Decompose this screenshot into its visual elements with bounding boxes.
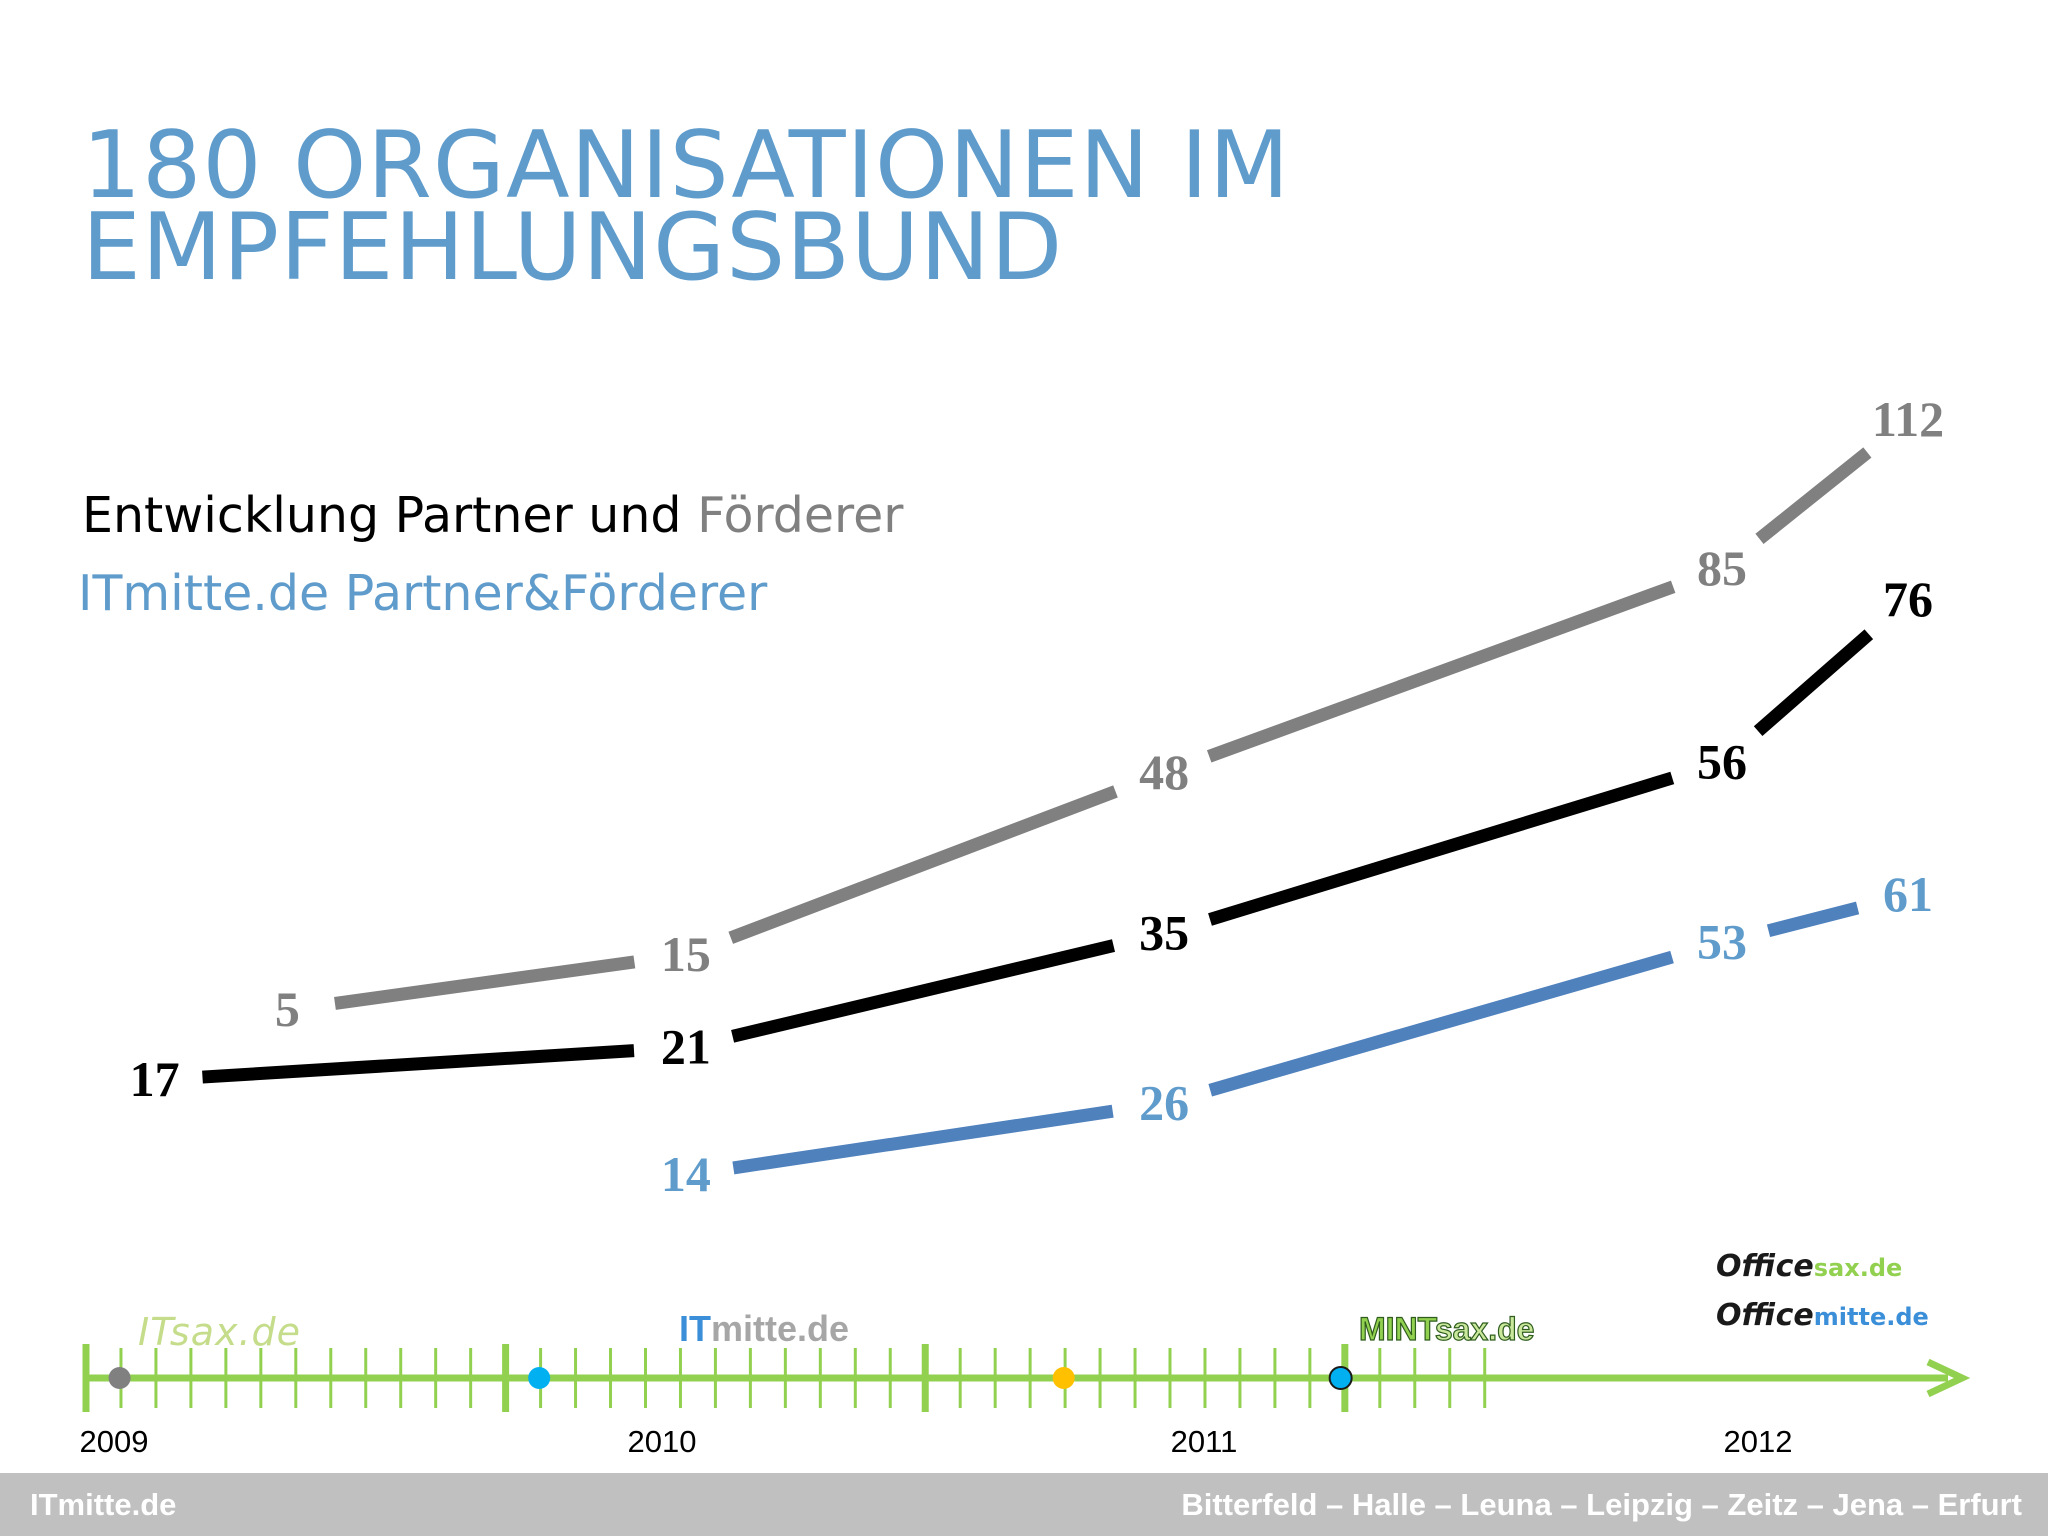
series-segment	[334, 955, 636, 1010]
logo-officesax-rest: sax.de	[1814, 1254, 1903, 1282]
data-label: 53	[1697, 914, 1747, 970]
logo-itmitte-it: IT	[679, 1308, 711, 1349]
footer-locations: Bitterfeld – Halle – Leuna – Leipzig – Z…	[1181, 1487, 2022, 1522]
slide-title-line2: EMPFEHLUNGSBUND	[82, 193, 1064, 301]
data-label: 17	[130, 1051, 180, 1107]
footer-bar: ITmitte.de Bitterfeld – Halle – Leuna – …	[0, 1473, 2048, 1536]
series-segment	[202, 1044, 635, 1084]
data-label: 21	[661, 1018, 711, 1074]
series-segment	[1208, 771, 1675, 926]
series-segment	[728, 785, 1118, 944]
series-partner: 17 21 35 56 76	[130, 571, 1933, 1107]
logo-officemitte-rest: mitte.de	[1814, 1303, 1929, 1331]
series-itmitte-de-partner-f-rderer: 14 26 53 61	[661, 866, 1933, 1202]
series-segment	[1206, 580, 1676, 763]
chart-heading: Entwicklung Partner und Förderer	[82, 487, 903, 544]
timeline-milestone-dot	[1328, 1366, 1353, 1390]
series-segment	[731, 939, 1116, 1043]
data-label: 35	[1139, 905, 1189, 961]
timeline-arrow	[1926, 1358, 1971, 1398]
series-segment	[1753, 629, 1874, 736]
timeline-year-label: 2010	[628, 1424, 697, 1459]
chart-heading-text: Entwicklung Partner und	[82, 487, 698, 544]
logo-mintsax-mint: MINT	[1359, 1311, 1438, 1347]
timeline-year-label: 2009	[80, 1424, 149, 1459]
timeline-milestone-dot	[528, 1367, 551, 1389]
logo-officesax-office: Office	[1716, 1249, 1814, 1284]
chart-heading-foerderer: Förderer	[697, 487, 904, 544]
data-label: 15	[661, 926, 711, 982]
timeline-year-label: 2012	[1724, 1424, 1793, 1459]
series-segment	[732, 1104, 1114, 1175]
data-label: 112	[1872, 391, 1944, 447]
timeline-logos: ITsax.de ITmitte.de MINTsax.de Officesax…	[138, 1249, 1929, 1354]
timeline-ticks: 2009 2010 2011 2012	[80, 1344, 1971, 1459]
data-label: 26	[1139, 1075, 1189, 1131]
slide-title-line1: 180 ORGANISATIONEN IM	[82, 111, 1291, 219]
slide-title: 180 ORGANISATIONEN IM EMPFEHLUNGSBUND	[82, 111, 1482, 301]
timeline-year-label: 2011	[1171, 1424, 1238, 1459]
logo-mintsax-rest: sax.de	[1435, 1311, 1535, 1347]
data-label: 56	[1697, 734, 1747, 790]
series-layer: 5 15 48 85 112 17 21 35 56 76 14 26 53 61	[130, 391, 1945, 1202]
timeline: 2009 2010 2011 2012 ITsax.de ITmitte.de MIN…	[80, 1249, 1971, 1459]
logo-officemitte-office: Office	[1716, 1298, 1814, 1333]
logo-officemitte: Officemitte.de	[1716, 1298, 1929, 1333]
series-segment	[1766, 901, 1860, 938]
series-segment	[1208, 950, 1674, 1097]
data-label: 14	[661, 1146, 711, 1202]
data-label: 76	[1883, 571, 1933, 627]
logo-itmitte: ITmitte.de	[679, 1308, 849, 1349]
data-label: 48	[1139, 744, 1189, 800]
footer-brand: ITmitte.de	[30, 1487, 177, 1522]
data-label: 85	[1697, 540, 1747, 596]
line-chart: 5 15 48 85 112 17 21 35 56 76 14 26 53 61 2009 2010 201…	[80, 391, 1971, 1459]
timeline-milestone-dot	[108, 1367, 131, 1389]
logo-itmitte-rest: mitte.de	[711, 1308, 849, 1349]
timeline-milestone-dot	[1052, 1367, 1075, 1389]
logo-mintsax: MINTsax.de	[1359, 1311, 1534, 1347]
data-label: 5	[275, 981, 300, 1037]
logo-itsax: ITsax.de	[138, 1310, 301, 1354]
data-label: 61	[1883, 866, 1933, 922]
logo-officesax: Officesax.de	[1716, 1249, 1902, 1284]
series-segment	[1755, 447, 1872, 544]
series-f-rderer: 5 15 48 85 112	[275, 391, 1944, 1037]
chart-subheading: ITmitte.de Partner&Förderer	[78, 565, 768, 622]
